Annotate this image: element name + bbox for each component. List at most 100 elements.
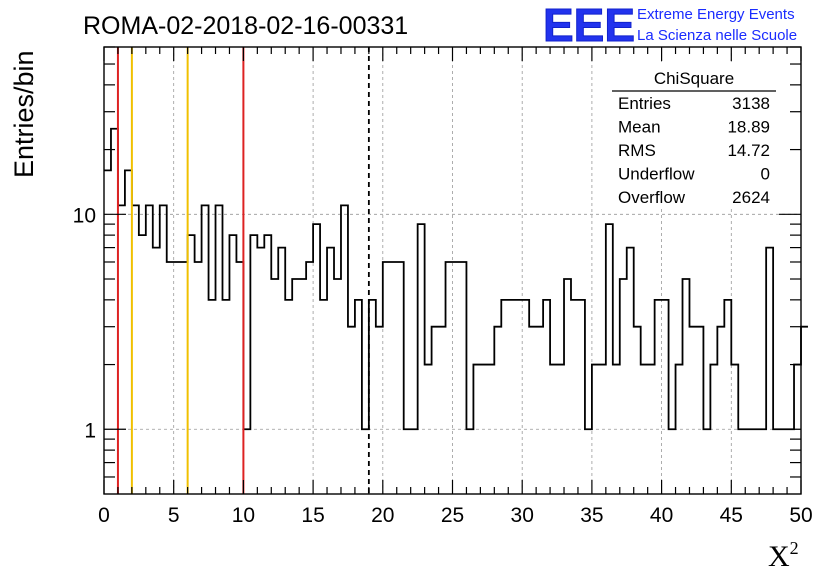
histogram-bin: [174, 262, 181, 494]
histogram-bin: [724, 300, 731, 494]
x-tick-label: 25: [441, 504, 464, 527]
histogram-bin: [362, 429, 369, 494]
stats-label: Underflow: [618, 165, 695, 184]
histogram-bin: [738, 429, 745, 494]
stats-value: 18.89: [727, 118, 770, 137]
x-axis-label: X2: [768, 538, 799, 572]
histogram-bin: [571, 300, 578, 494]
histogram-bin: [627, 248, 634, 494]
histogram-bin: [515, 300, 522, 494]
histogram-bin: [578, 300, 585, 494]
stats-title: ChiSquare: [654, 69, 734, 88]
histogram-bin: [229, 235, 236, 494]
y-tick-labels: 1 10: [73, 204, 96, 442]
histogram-bin: [285, 300, 292, 494]
histogram-outline: [104, 127, 808, 431]
histogram-bin: [606, 224, 613, 494]
histogram-bin: [669, 429, 676, 494]
logo-line-2: La Scienza nelle Scuole: [637, 27, 797, 44]
x-tick-label: 45: [720, 504, 743, 527]
x-tick-label: 20: [371, 504, 394, 527]
x-tick-label: 30: [511, 504, 534, 527]
stats-value: 3138: [732, 94, 770, 113]
stats-label: Entries: [618, 94, 671, 113]
histogram-bin: [703, 429, 710, 494]
histogram-bin: [139, 235, 146, 494]
histogram-bin: [236, 262, 243, 494]
histogram-bin: [585, 429, 592, 494]
histogram-bin: [383, 262, 390, 494]
histogram-bin: [104, 170, 111, 494]
histogram-bin: [181, 262, 188, 494]
histogram-bin: [132, 205, 139, 494]
y-tick-label: 10: [73, 204, 96, 227]
histogram-bin: [257, 248, 264, 494]
x-tick-labels: 0 5 10 15 20 25 30 35 40 45 50: [98, 504, 813, 527]
histogram-bin: [536, 327, 543, 494]
stats-box: ChiSquare Entries 3138 Mean 18.89 RMS 14.72 Un…: [610, 63, 778, 209]
x-tick-label: 35: [580, 504, 603, 527]
logo-line-1: Extreme Energy Events: [637, 6, 795, 23]
histogram-bin: [529, 327, 536, 494]
histogram-bin: [508, 300, 515, 494]
stats-value: 2624: [732, 188, 770, 207]
histogram-bin: [801, 327, 808, 494]
eee-logo: EEE Extreme Energy Events La Scienza nel…: [543, 0, 798, 52]
histogram-bin: [306, 262, 313, 494]
histogram-bin: [696, 327, 703, 494]
x-tick-label: 50: [789, 504, 812, 527]
histogram-bin: [264, 235, 271, 494]
histogram-bin: [780, 429, 787, 494]
x-tick-label: 15: [301, 504, 324, 527]
y-tick-label: 1: [84, 419, 96, 442]
histogram-bin: [313, 224, 320, 494]
histogram-bin: [376, 327, 383, 494]
histogram-bin: [494, 327, 501, 494]
histogram-bin: [250, 235, 257, 494]
histogram-bin: [216, 205, 223, 494]
histogram-bin: [153, 248, 160, 494]
histogram-bin: [522, 300, 529, 494]
chart-title: ROMA-02-2018-02-16-00331: [83, 12, 408, 40]
histogram-bin: [404, 429, 411, 494]
histogram-bin: [195, 262, 202, 494]
histogram-bin: [369, 300, 376, 494]
histogram-bin: [278, 248, 285, 494]
histogram-bin: [292, 279, 299, 494]
histogram-bin: [348, 327, 355, 494]
histogram-bin: [634, 327, 641, 494]
histogram-bin: [662, 300, 669, 494]
histogram-bin: [655, 300, 662, 494]
histogram-bin: [320, 300, 327, 494]
histogram-bin: [439, 327, 446, 494]
histogram-bin: [271, 279, 278, 494]
histogram-bin: [717, 327, 724, 494]
histogram-bin: [341, 205, 348, 494]
x-axis-label-sup: 2: [790, 538, 799, 558]
stats-value: 0: [761, 165, 770, 184]
histogram-bin: [243, 429, 250, 494]
histogram-bin: [766, 248, 773, 494]
histogram-bin: [773, 429, 780, 494]
histogram-bin: [418, 224, 425, 494]
logo-mark: EEE: [543, 0, 635, 51]
histogram-bin: [459, 262, 466, 494]
histogram-bin: [202, 205, 209, 494]
stats-label: Overflow: [618, 188, 686, 207]
histogram-bin: [334, 279, 341, 494]
x-tick-label: 10: [232, 504, 255, 527]
histogram-bin: [327, 248, 334, 494]
y-axis-label: Entries/bin: [9, 50, 39, 178]
histogram-bin: [620, 279, 627, 494]
histogram: [104, 127, 808, 494]
histogram-bin: [564, 279, 571, 494]
x-tick-label: 40: [650, 504, 673, 527]
histogram-bin: [209, 300, 216, 494]
stats-rows: Entries 3138 Mean 18.89 RMS 14.72 Underflow 0 Ov…: [618, 94, 770, 207]
histogram-bin: [299, 279, 306, 494]
axes: [103, 46, 802, 495]
x-tick-label: 5: [168, 504, 180, 527]
histogram-bin: [355, 300, 362, 494]
histogram-bin: [146, 205, 153, 494]
